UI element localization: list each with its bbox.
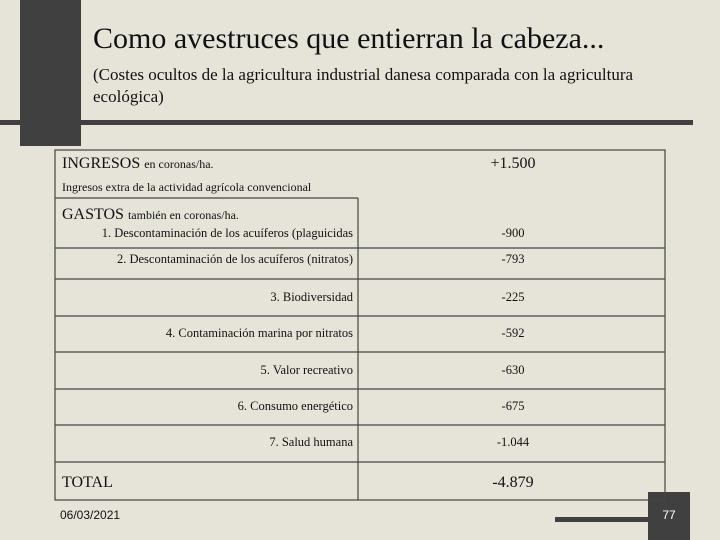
expense-value: -1.044 (496, 435, 530, 449)
income-unit: en coronas/ha. (144, 157, 214, 171)
income-note: Ingresos extra de la actividad agrícola … (62, 180, 312, 194)
expense-value: -225 (501, 290, 525, 304)
expense-item: 6. Consumo energético (237, 399, 353, 413)
total-label: TOTAL (62, 474, 113, 491)
expense-value: -592 (501, 326, 525, 340)
expense-item: 3. Biodiversidad (270, 290, 353, 304)
expense-item: 4. Contaminación marina por nitratos (165, 326, 353, 340)
subtitle: (Costes ocultos de la agricultura indust… (93, 65, 634, 106)
expenses-unit: también en coronas/ha. (127, 208, 239, 222)
expense-item: 5. Valor recreativo (260, 363, 353, 377)
page-number: 77 (662, 508, 676, 522)
income-title: INGRESOS (62, 155, 141, 172)
expense-value: -630 (501, 363, 525, 377)
expense-item: 2. Descontaminación de los acuíferos (ni… (116, 252, 353, 266)
expense-value: -793 (501, 252, 525, 266)
income-value: +1.500 (490, 155, 536, 172)
expense-value: -900 (501, 226, 525, 240)
expenses-title: GASTOS (62, 206, 124, 223)
expense-item: 1. Descontaminación de los acuíferos (pl… (101, 226, 353, 240)
expenses-label: GASTOS también en coronas/ha. (62, 206, 239, 224)
title: Como avestruces que entierran la cabeza.… (93, 22, 605, 55)
expense-value: -675 (501, 399, 525, 413)
income-label: INGRESOS en coronas/ha. (62, 155, 214, 173)
expense-item: 7. Salud humana (269, 435, 353, 449)
total-value: -4.879 (492, 474, 534, 491)
footer-date: 06/03/2021 (60, 508, 121, 522)
